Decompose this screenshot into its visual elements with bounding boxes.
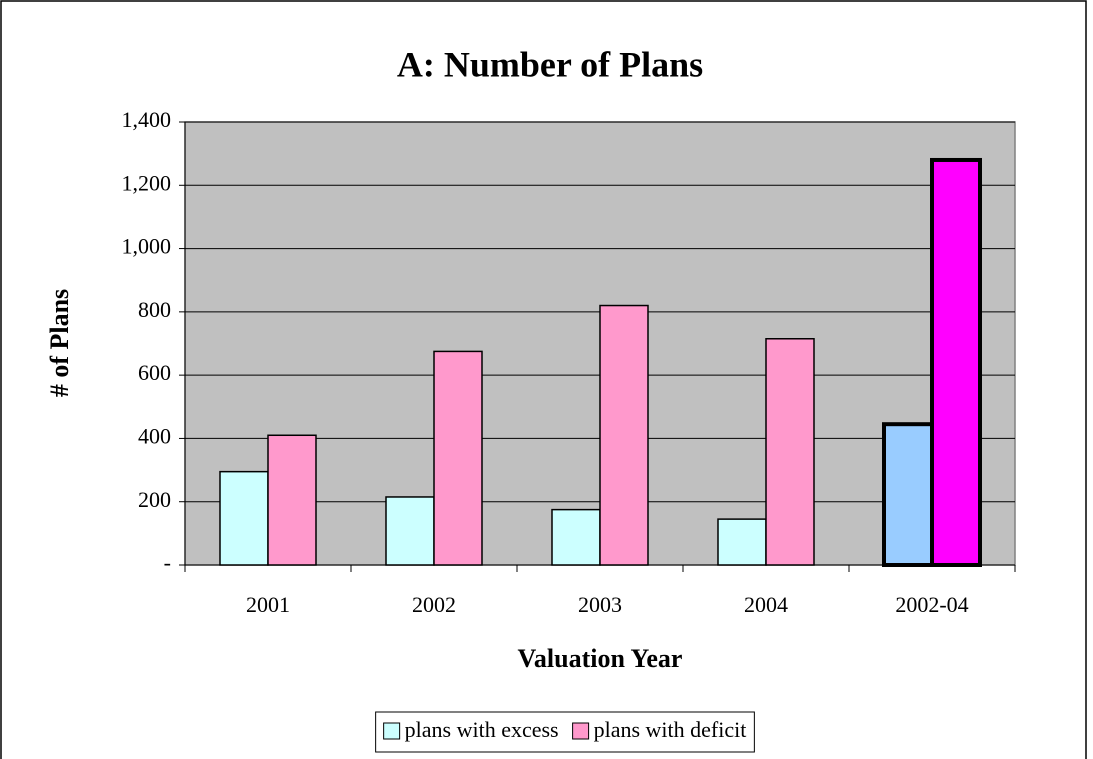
- bar: [930, 157, 982, 567]
- bar: [433, 350, 483, 566]
- y-tick-label: -: [164, 550, 171, 575]
- bar: [385, 496, 435, 566]
- bar: [882, 422, 934, 568]
- bar: [765, 338, 815, 566]
- legend-label: plans with excess: [405, 717, 559, 742]
- x-axis-title: Valuation Year: [518, 644, 683, 673]
- bar: [599, 304, 649, 566]
- y-tick-label: 800: [138, 297, 171, 322]
- y-tick-label: 1,200: [122, 170, 172, 195]
- legend-label: plans with deficit: [594, 717, 747, 742]
- y-tick-label: 400: [138, 423, 171, 448]
- legend: plans with excess plans with deficit: [375, 711, 755, 753]
- y-tick-label: 200: [138, 487, 171, 512]
- y-tick-label: 600: [138, 360, 171, 385]
- x-tick-label: 2001: [246, 592, 290, 617]
- bar: [219, 470, 269, 566]
- legend-swatch: [383, 722, 401, 740]
- legend-box: [375, 711, 755, 753]
- y-tick-label: 1,400: [122, 107, 172, 132]
- x-tick-label: 2002: [412, 592, 456, 617]
- chart-title: A: Number of Plans: [397, 44, 703, 84]
- x-tick-label: 2004: [744, 592, 788, 617]
- bar: [717, 518, 767, 566]
- x-tick-label: 2003: [578, 592, 622, 617]
- x-tick-label: 2002-04: [895, 592, 968, 617]
- y-tick-label: 1,000: [122, 234, 172, 259]
- y-axis-title: # of Plans: [45, 289, 74, 397]
- bar: [267, 434, 317, 566]
- bar: [551, 508, 601, 566]
- legend-swatch: [572, 722, 590, 740]
